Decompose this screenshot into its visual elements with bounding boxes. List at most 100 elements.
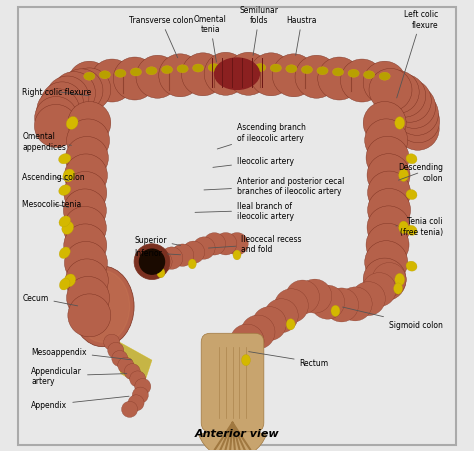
Text: Superior: Superior — [134, 235, 181, 246]
Circle shape — [241, 315, 275, 349]
Text: Ileocolic artery: Ileocolic artery — [213, 157, 294, 168]
Circle shape — [215, 233, 237, 255]
Circle shape — [227, 53, 270, 96]
Ellipse shape — [286, 65, 297, 74]
Text: Sigmoid colon: Sigmoid colon — [343, 308, 443, 329]
Circle shape — [388, 80, 431, 123]
Circle shape — [226, 233, 248, 255]
Ellipse shape — [208, 64, 219, 73]
Circle shape — [64, 225, 107, 267]
Ellipse shape — [239, 64, 250, 72]
FancyBboxPatch shape — [18, 8, 456, 445]
Ellipse shape — [379, 73, 390, 81]
Ellipse shape — [72, 267, 134, 347]
Ellipse shape — [59, 216, 71, 227]
Text: Mesocolic tenia: Mesocolic tenia — [22, 199, 82, 208]
Circle shape — [108, 343, 124, 359]
Ellipse shape — [63, 170, 75, 183]
Circle shape — [64, 155, 108, 198]
Ellipse shape — [59, 154, 71, 165]
Circle shape — [298, 280, 332, 313]
Text: Ileal branch of
ileocolic artery: Ileal branch of ileocolic artery — [195, 201, 294, 221]
Circle shape — [124, 364, 140, 380]
Ellipse shape — [241, 355, 250, 366]
Text: Left colic
flexure: Left colic flexure — [397, 10, 438, 99]
Text: Ileocecal recess
and fold: Ileocecal recess and fold — [209, 235, 302, 254]
Ellipse shape — [59, 248, 70, 259]
Circle shape — [139, 249, 164, 275]
Ellipse shape — [406, 226, 417, 236]
Circle shape — [41, 83, 83, 125]
Ellipse shape — [255, 64, 266, 73]
Circle shape — [159, 55, 201, 97]
Circle shape — [285, 281, 319, 314]
Text: Transverse colon: Transverse colon — [129, 16, 193, 59]
Ellipse shape — [224, 64, 235, 72]
Text: Semilunar
folds: Semilunar folds — [240, 6, 279, 56]
Polygon shape — [112, 338, 152, 387]
Circle shape — [112, 351, 128, 367]
Circle shape — [340, 60, 383, 103]
Circle shape — [193, 237, 215, 260]
Circle shape — [68, 294, 111, 337]
Ellipse shape — [215, 59, 259, 90]
Ellipse shape — [192, 65, 204, 73]
Ellipse shape — [399, 170, 409, 182]
Ellipse shape — [270, 65, 282, 73]
Ellipse shape — [233, 250, 241, 260]
Circle shape — [392, 86, 436, 129]
Ellipse shape — [348, 70, 359, 78]
Circle shape — [64, 189, 106, 232]
Ellipse shape — [157, 268, 165, 278]
Text: Descending
colon: Descending colon — [398, 163, 443, 183]
Circle shape — [250, 54, 292, 97]
Circle shape — [104, 335, 120, 350]
Circle shape — [220, 335, 254, 368]
Text: Omental
appendices: Omental appendices — [22, 132, 72, 151]
Circle shape — [172, 244, 194, 267]
Text: Haustra: Haustra — [287, 16, 317, 56]
Circle shape — [252, 307, 286, 341]
Circle shape — [35, 97, 78, 140]
Text: Tenia coli
(free tenia): Tenia coli (free tenia) — [396, 216, 443, 236]
FancyBboxPatch shape — [201, 334, 264, 432]
Circle shape — [376, 71, 419, 114]
Ellipse shape — [395, 117, 405, 130]
Ellipse shape — [188, 259, 196, 269]
Circle shape — [351, 282, 385, 316]
Circle shape — [53, 73, 95, 115]
Circle shape — [66, 120, 109, 162]
Circle shape — [365, 120, 408, 162]
Circle shape — [60, 70, 103, 113]
Text: Anterior and posterior cecal
branches of ileocolic artery: Anterior and posterior cecal branches of… — [204, 176, 345, 196]
Circle shape — [366, 137, 409, 180]
Circle shape — [135, 379, 151, 395]
Ellipse shape — [146, 68, 157, 76]
Circle shape — [65, 259, 109, 302]
Ellipse shape — [395, 274, 405, 286]
Circle shape — [46, 77, 89, 120]
Circle shape — [325, 288, 358, 322]
Ellipse shape — [286, 319, 295, 330]
Ellipse shape — [162, 66, 173, 74]
Circle shape — [65, 137, 109, 180]
Circle shape — [396, 108, 439, 151]
Circle shape — [64, 242, 108, 285]
Ellipse shape — [317, 68, 328, 76]
Ellipse shape — [59, 278, 70, 290]
Wedge shape — [199, 423, 266, 451]
Ellipse shape — [393, 283, 402, 295]
Circle shape — [128, 395, 144, 411]
Circle shape — [372, 263, 406, 297]
Circle shape — [365, 241, 408, 284]
Circle shape — [383, 75, 426, 118]
Circle shape — [132, 387, 148, 403]
Circle shape — [150, 251, 172, 273]
Circle shape — [64, 172, 107, 215]
Text: Omental
tenia: Omental tenia — [194, 15, 227, 63]
Circle shape — [91, 60, 134, 103]
Ellipse shape — [331, 306, 340, 317]
Circle shape — [363, 62, 406, 105]
Circle shape — [37, 90, 80, 133]
Circle shape — [203, 233, 226, 255]
